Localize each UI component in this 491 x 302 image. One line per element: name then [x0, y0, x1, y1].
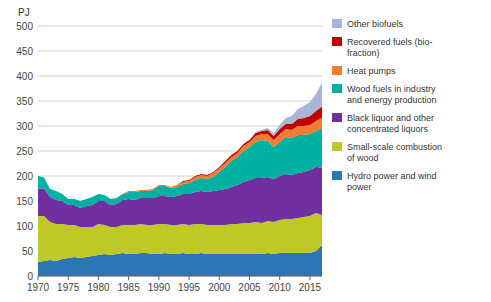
y-tick-label: 50 [22, 246, 34, 257]
y-tick-label: 300 [16, 121, 33, 132]
legend-label-line: Recovered fuels (bio- [347, 37, 433, 47]
legend-swatch [332, 37, 342, 46]
y-tick-label: 200 [16, 171, 33, 182]
legend-label-line: Heat pumps [347, 66, 396, 76]
x-tick-label: 1990 [148, 282, 171, 293]
legend-swatch [332, 84, 342, 93]
x-tick-label: 1970 [27, 282, 50, 293]
legend-label-line: Other biofuels [347, 19, 404, 29]
y-axis-label: PJ [18, 7, 30, 18]
y-tick-label: 250 [16, 146, 33, 157]
legend-swatch [332, 113, 342, 122]
y-tick-label: 0 [27, 271, 33, 282]
grid-line [38, 26, 322, 27]
x-tick [279, 276, 280, 280]
x-tick-label: 1975 [57, 282, 80, 293]
legend-label: Heat pumps [347, 66, 396, 76]
area [38, 107, 322, 202]
legend-label-line: Black liquor and other [347, 113, 434, 123]
x-tick [68, 276, 69, 280]
area [38, 83, 322, 202]
legend-label-line: of wood [347, 153, 379, 163]
x-tick-label: 2015 [299, 282, 322, 293]
chart: 0 50 100 150 200 250 300 350 400 450 500 1970 1975 19… [0, 0, 491, 302]
legend-label-line: Wood fuels in industry [347, 84, 436, 94]
legend-label-line: power [347, 182, 372, 192]
x-tick-label: 2010 [269, 282, 292, 293]
grid-line [38, 76, 322, 77]
areas [38, 83, 322, 277]
x-tick-label: 1985 [118, 282, 141, 293]
x-tick [189, 276, 190, 280]
x-tick [219, 276, 220, 280]
x-tick [38, 276, 39, 280]
x-tick [98, 276, 99, 280]
legend-label-line: fraction) [347, 48, 380, 58]
x-tick-label: 2000 [208, 282, 231, 293]
legend: Other biofuels Recovered fuels (bio-fract… [332, 19, 442, 192]
legend-label-line: and energy production [347, 95, 437, 105]
x-tick-label: 2005 [238, 282, 261, 293]
legend-swatch [332, 19, 342, 28]
grid [38, 26, 322, 276]
grid-line [38, 101, 322, 102]
legend-label: Wood fuels in industryand energy product… [347, 84, 437, 105]
grid-line [38, 51, 322, 52]
y-tick-label: 100 [16, 221, 33, 232]
x-tick-label: 1980 [87, 282, 110, 293]
x-tick [309, 276, 310, 280]
legend-label: Black liquor and otherconcentrated liquo… [347, 113, 434, 134]
x-tick [249, 276, 250, 280]
y-tick-label: 500 [16, 21, 33, 32]
x-tick [158, 276, 159, 280]
legend-label-line: Hydro power and wind [347, 171, 437, 181]
legend-label-line: concentrated liquors [347, 124, 429, 134]
legend-swatch [332, 142, 342, 151]
legend-label: Recovered fuels (bio-fraction) [347, 37, 433, 58]
legend-label: Hydro power and windpower [347, 171, 437, 192]
x-tick-label: 1995 [178, 282, 201, 293]
legend-swatch [332, 171, 342, 180]
x-tick [128, 276, 129, 280]
legend-label-line: Small-scale combustion [347, 142, 442, 152]
y-tick-label: 350 [16, 96, 33, 107]
legend-swatch [332, 66, 342, 75]
legend-label: Other biofuels [347, 19, 404, 29]
y-tick-label: 150 [16, 196, 33, 207]
y-tick-label: 400 [16, 71, 33, 82]
y-tick-label: 450 [16, 46, 33, 57]
legend-label: Small-scale combustionof wood [347, 142, 442, 163]
